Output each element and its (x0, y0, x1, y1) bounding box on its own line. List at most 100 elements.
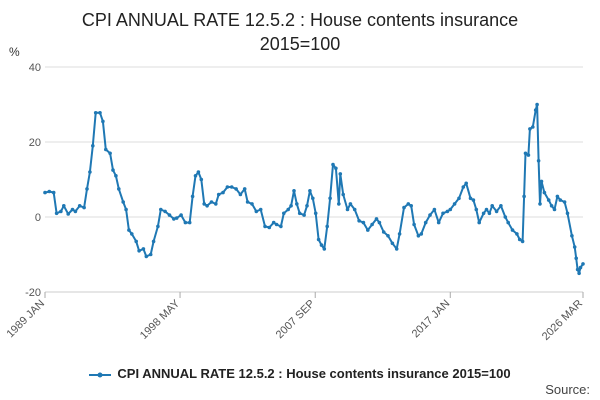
data-point[interactable] (82, 205, 86, 210)
data-point[interactable] (515, 232, 519, 236)
data-point[interactable] (202, 202, 206, 206)
data-point[interactable] (432, 207, 437, 212)
data-point[interactable] (141, 247, 146, 251)
data-point[interactable] (464, 181, 469, 186)
data-point[interactable] (101, 119, 105, 124)
data-point[interactable] (62, 204, 66, 208)
data-point[interactable] (311, 196, 315, 201)
data-point[interactable] (503, 215, 508, 219)
data-point[interactable] (484, 207, 489, 212)
data-point[interactable] (111, 168, 115, 172)
data-point[interactable] (163, 209, 167, 214)
data-point[interactable] (361, 220, 366, 225)
data-point[interactable] (526, 153, 531, 157)
data-point[interactable] (570, 234, 574, 238)
data-point[interactable] (419, 232, 424, 236)
data-point[interactable] (305, 204, 309, 208)
data-point[interactable] (167, 213, 172, 217)
data-point[interactable] (205, 204, 209, 208)
data-point[interactable] (183, 220, 188, 225)
data-point[interactable] (319, 243, 324, 247)
data-point[interactable] (221, 190, 225, 195)
data-point[interactable] (552, 207, 557, 212)
data-point[interactable] (406, 202, 411, 206)
data-point[interactable] (187, 220, 192, 225)
data-point[interactable] (263, 224, 267, 229)
data-point[interactable] (542, 190, 547, 195)
data-point[interactable] (322, 247, 327, 251)
data-point[interactable] (402, 205, 406, 210)
data-point[interactable] (357, 219, 361, 223)
data-point[interactable] (279, 224, 283, 229)
data-point[interactable] (225, 185, 230, 189)
data-point[interactable] (108, 151, 112, 156)
data-point[interactable] (47, 189, 52, 194)
data-point[interactable] (334, 166, 338, 171)
data-point[interactable] (538, 202, 542, 206)
data-point[interactable] (77, 204, 82, 208)
data-point[interactable] (510, 228, 515, 232)
data-point[interactable] (448, 207, 453, 212)
data-point[interactable] (104, 147, 108, 152)
data-point[interactable] (98, 111, 102, 115)
data-point[interactable] (85, 187, 89, 191)
data-point[interactable] (59, 209, 63, 214)
data-point[interactable] (428, 213, 432, 217)
data-point[interactable] (328, 196, 332, 201)
data-point[interactable] (134, 239, 138, 244)
data-point[interactable] (286, 207, 291, 212)
data-point[interactable] (174, 216, 179, 220)
data-point[interactable] (377, 220, 382, 225)
data-point[interactable] (520, 239, 525, 244)
data-point[interactable] (381, 230, 386, 234)
data-point[interactable] (216, 192, 221, 197)
data-point[interactable] (172, 217, 176, 221)
data-point[interactable] (436, 220, 441, 225)
data-point[interactable] (66, 212, 70, 216)
data-point[interactable] (535, 102, 539, 107)
data-point[interactable] (179, 213, 183, 217)
data-point[interactable] (555, 194, 560, 199)
data-point[interactable] (331, 162, 335, 167)
data-point[interactable] (487, 211, 492, 216)
data-point[interactable] (238, 192, 243, 197)
data-point[interactable] (295, 202, 299, 206)
data-point[interactable] (397, 232, 402, 236)
data-point[interactable] (494, 209, 499, 214)
data-point[interactable] (159, 207, 163, 212)
data-point[interactable] (477, 220, 482, 225)
data-point[interactable] (229, 185, 234, 189)
data-point[interactable] (370, 222, 374, 227)
data-point[interactable] (337, 202, 341, 206)
data-point[interactable] (124, 207, 128, 212)
data-point[interactable] (474, 207, 479, 212)
data-point[interactable] (190, 194, 195, 199)
data-point[interactable] (506, 220, 511, 225)
data-point[interactable] (577, 271, 581, 276)
data-point[interactable] (374, 217, 379, 221)
data-point[interactable] (242, 187, 247, 191)
data-point[interactable] (271, 220, 276, 225)
data-point[interactable] (91, 144, 95, 148)
data-point[interactable] (416, 234, 421, 238)
data-point[interactable] (267, 225, 272, 230)
data-point[interactable] (73, 209, 78, 214)
data-point[interactable] (581, 262, 585, 266)
data-point[interactable] (412, 222, 416, 227)
data-point[interactable] (490, 204, 495, 208)
data-point[interactable] (297, 211, 302, 216)
data-point[interactable] (308, 189, 312, 193)
data-point[interactable] (341, 192, 346, 197)
data-point[interactable] (523, 151, 528, 156)
data-point[interactable] (51, 190, 56, 195)
data-point[interactable] (386, 234, 390, 238)
data-point[interactable] (209, 200, 214, 204)
data-point[interactable] (423, 220, 428, 225)
data-point[interactable] (196, 170, 201, 174)
data-point[interactable] (445, 209, 450, 214)
data-point[interactable] (481, 211, 486, 216)
data-point[interactable] (574, 256, 578, 261)
data-point[interactable] (292, 189, 296, 193)
data-point[interactable] (572, 245, 577, 249)
data-point[interactable] (144, 254, 149, 259)
